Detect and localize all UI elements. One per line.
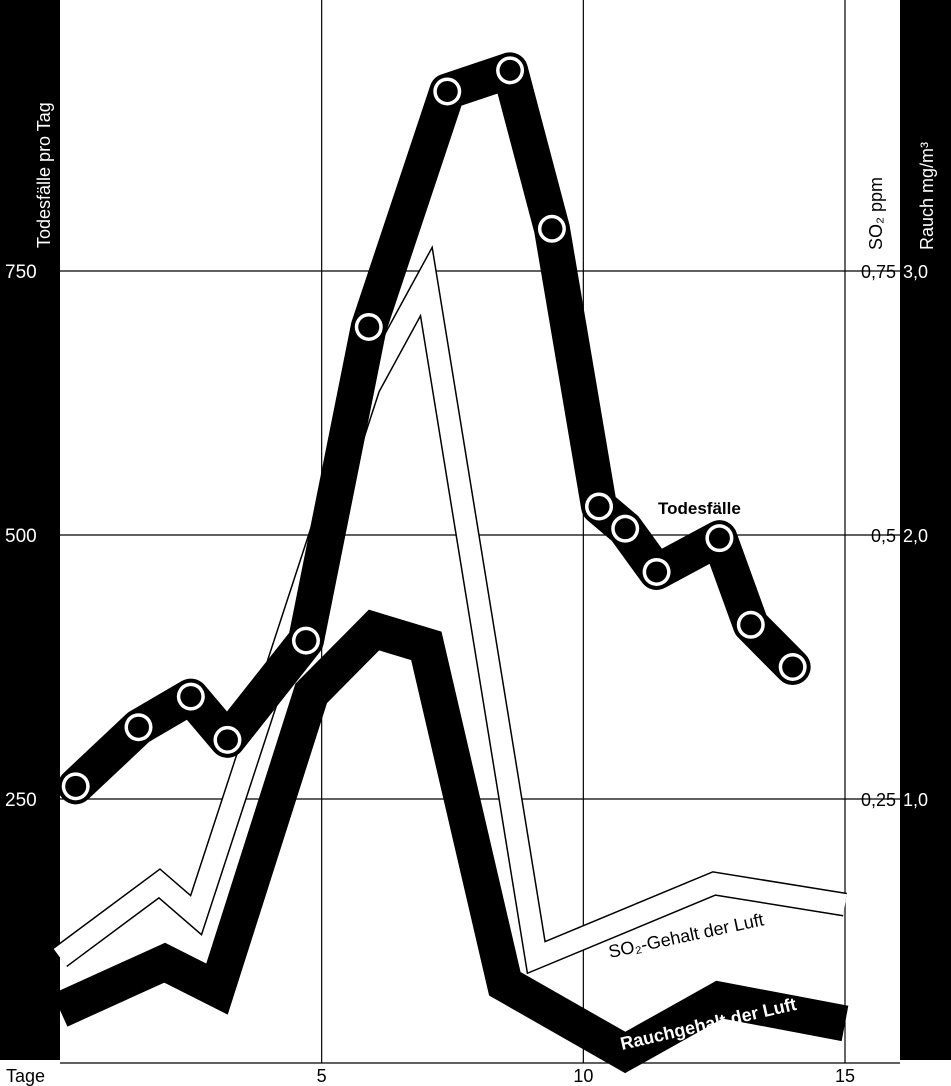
left-tick-750: 750 <box>5 262 37 283</box>
so2-series <box>52 245 847 975</box>
so2-tick-2: 0,75 <box>861 262 896 282</box>
todesfaelle-point-11 <box>642 557 671 586</box>
marker-dot <box>128 716 149 738</box>
marker-dot <box>782 656 804 678</box>
right-axis-panel <box>900 0 951 1060</box>
rauch-tick-2: 3,0 <box>903 262 928 282</box>
so2-tick-0: 0,25 <box>861 790 896 810</box>
todesfaelle-point-5 <box>354 312 383 341</box>
x-tick-10: 10 <box>573 1066 593 1086</box>
marker-dot <box>295 630 317 652</box>
left-tick-250: 250 <box>5 790 37 811</box>
rauch-tick-1: 2,0 <box>903 526 928 546</box>
marker-dot <box>588 495 610 517</box>
marker-dot <box>499 59 521 81</box>
todesfaelle-markers <box>61 56 807 801</box>
marker-dot <box>180 686 202 708</box>
todesfaelle-point-6 <box>433 77 462 106</box>
x-axis-title: Tage <box>6 1066 45 1086</box>
marker-dot <box>614 518 636 540</box>
x-tick-15: 15 <box>835 1066 855 1086</box>
rauch-axis-title: Rauch mg/m³ <box>917 142 937 250</box>
marker-dot <box>708 527 730 549</box>
todesfaelle-point-7 <box>496 56 525 85</box>
right-tick-labels: 0,25 1,0 0,5 2,0 0,75 3,0 <box>861 262 928 810</box>
x-tick-5: 5 <box>317 1066 327 1086</box>
todesfaelle-point-3 <box>213 725 242 754</box>
todesfaelle-label: Todesfälle <box>658 499 741 518</box>
so2-axis-title: SO₂ ppm <box>866 177 886 250</box>
marker-dot <box>436 80 458 102</box>
todesfaelle-point-9 <box>585 492 614 521</box>
todesfaelle-point-14 <box>778 653 807 681</box>
marker-dot <box>646 561 668 583</box>
marker-dot <box>216 729 238 751</box>
rauch-series <box>52 609 849 1074</box>
rauch-tick-0: 1,0 <box>903 790 928 810</box>
todesfaelle-point-4 <box>291 626 320 655</box>
left-axis-title: Todesfälle pro Tag <box>34 102 54 248</box>
rauch-band <box>52 609 849 1074</box>
todesfaelle-point-2 <box>176 682 205 711</box>
so2-band-fill <box>53 249 847 973</box>
todesfaelle-point-0 <box>61 772 90 801</box>
left-tick-labels: 250 500 750 <box>5 262 37 811</box>
so2-tick-1: 0,5 <box>871 526 896 546</box>
todesfaelle-point-13 <box>736 610 765 639</box>
x-tick-labels: 5 10 15 <box>317 1066 855 1086</box>
todesfaelle-point-12 <box>705 524 734 553</box>
todesfaelle-point-10 <box>611 514 640 543</box>
marker-dot <box>541 218 563 240</box>
todesfaelle-point-8 <box>537 214 566 243</box>
left-axis-panel <box>0 0 60 1060</box>
marker-dot <box>65 775 87 797</box>
left-tick-500: 500 <box>5 526 37 547</box>
marker-dot <box>358 316 380 338</box>
todesfaelle-point-1 <box>124 713 153 742</box>
marker-dot <box>740 614 762 636</box>
